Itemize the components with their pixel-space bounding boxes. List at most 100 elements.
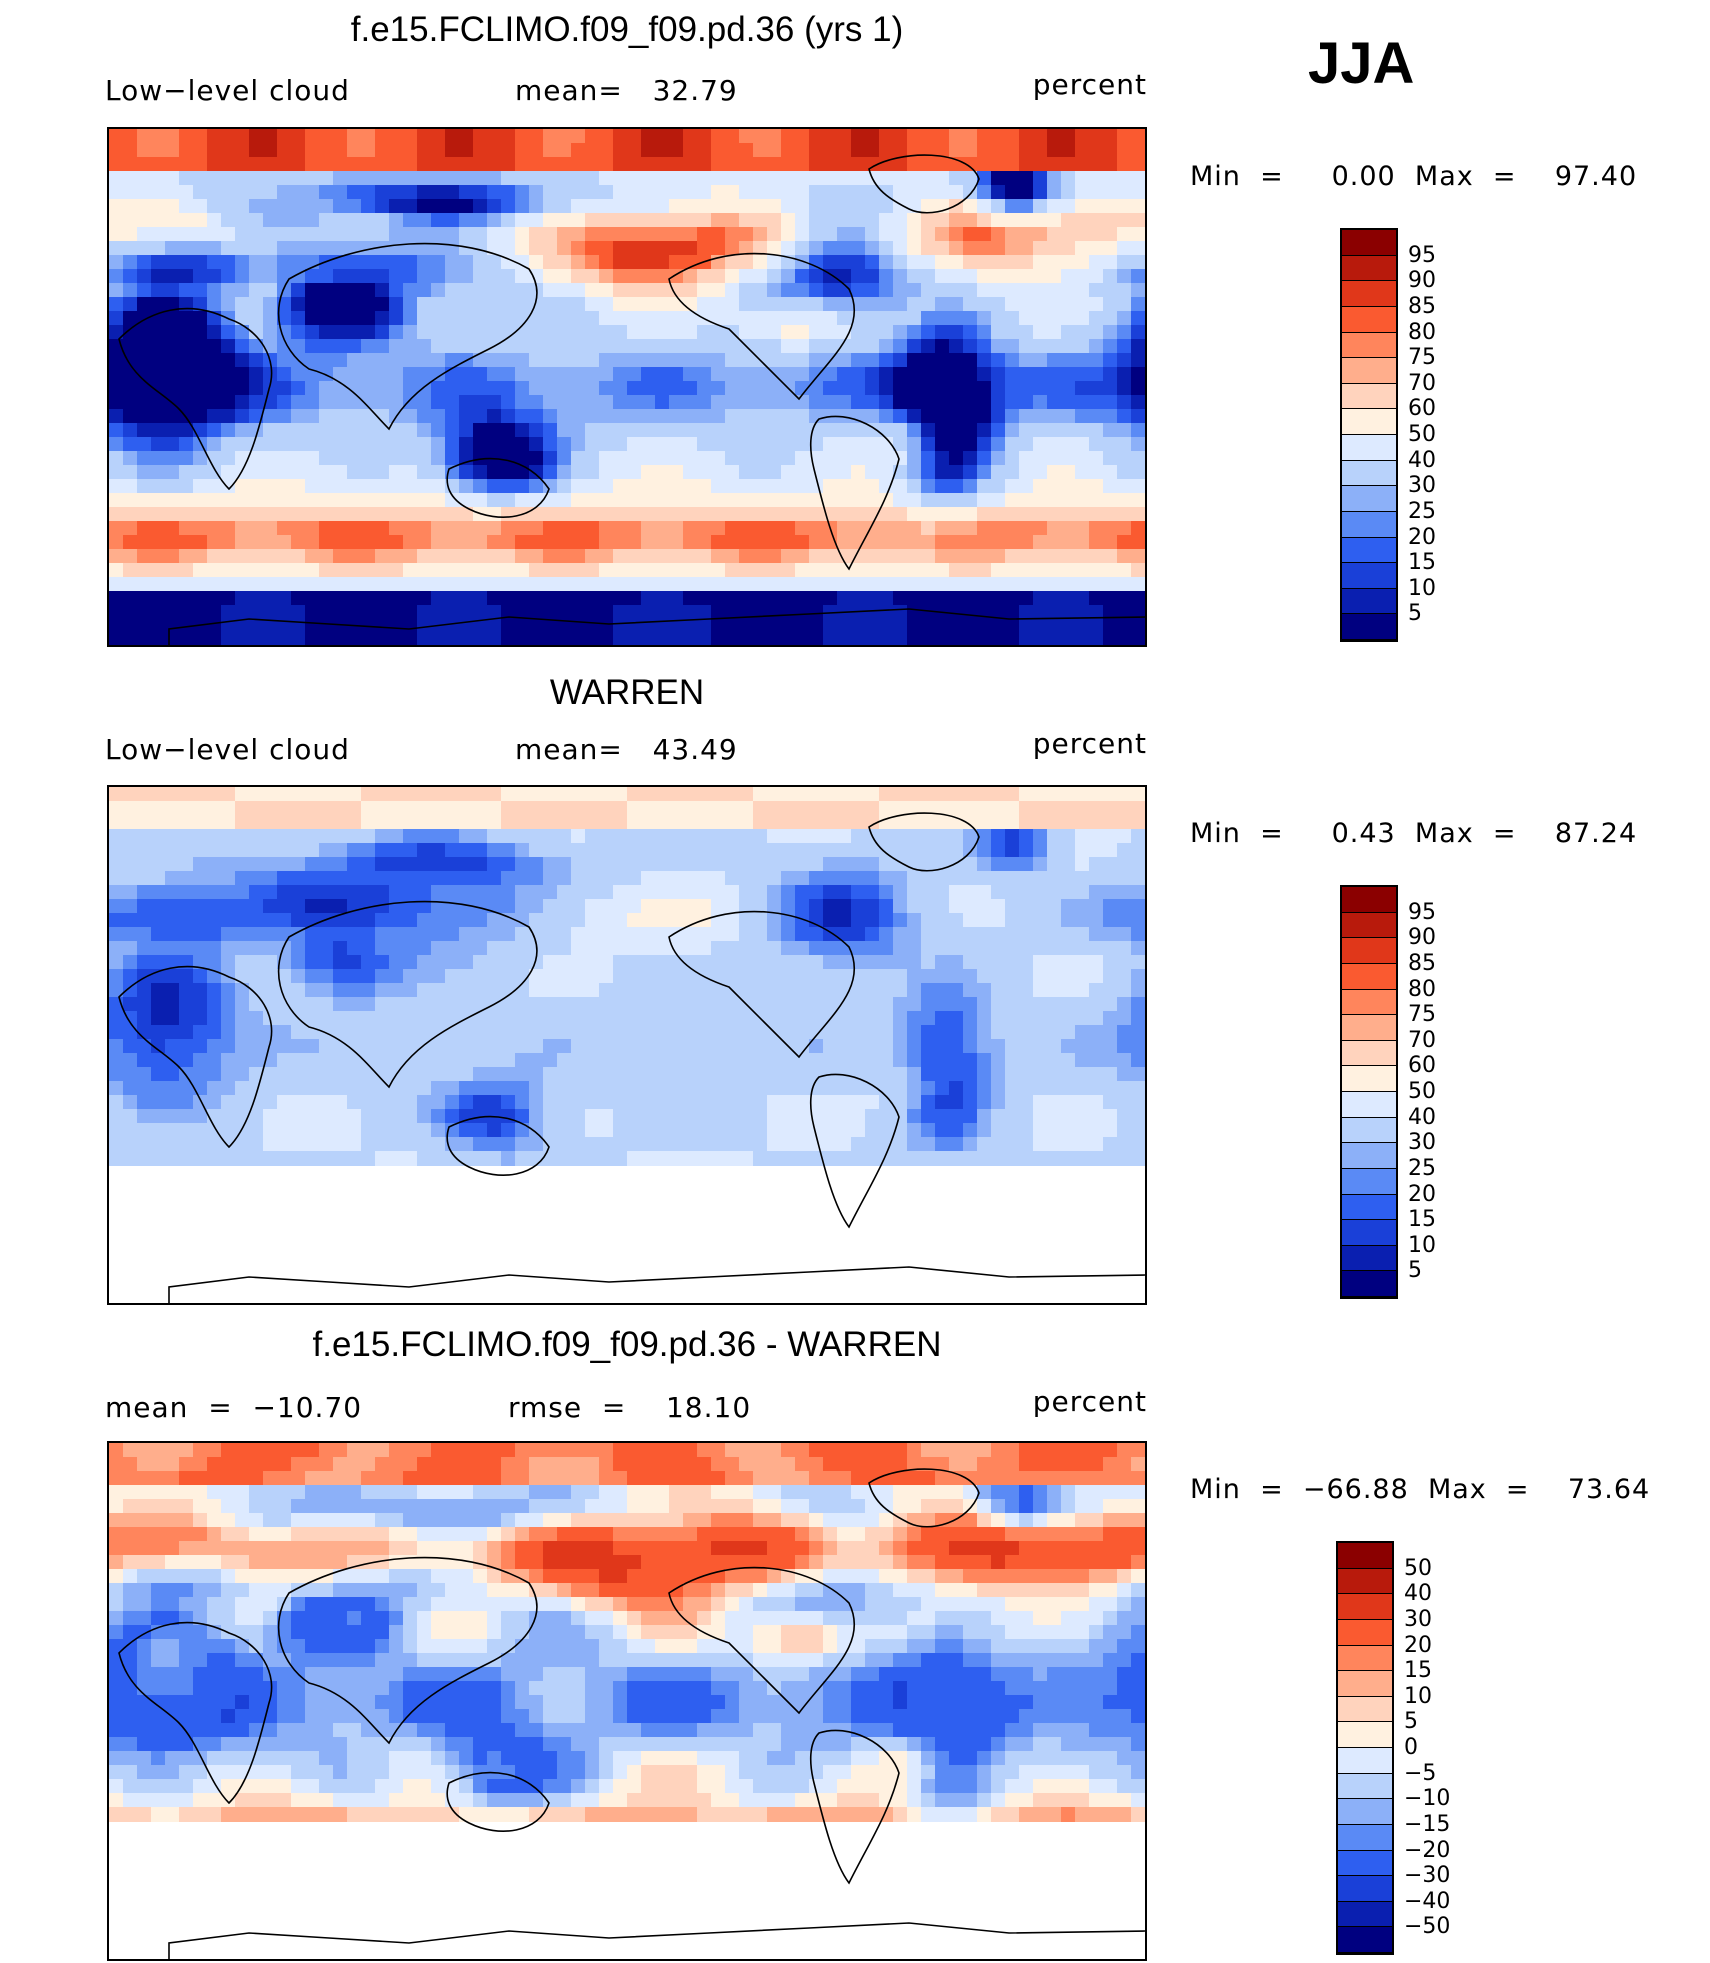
field-cell xyxy=(837,563,852,578)
field-cell xyxy=(557,1443,572,1458)
field-cell xyxy=(263,605,278,620)
field-cell xyxy=(1089,591,1104,606)
field-cell xyxy=(235,1151,250,1166)
field-cell xyxy=(515,241,530,256)
field-cell xyxy=(949,1137,964,1152)
field-cell xyxy=(599,843,614,858)
field-cell xyxy=(767,549,782,564)
field-cell xyxy=(473,1151,488,1166)
field-cell xyxy=(823,1151,838,1166)
field-cell xyxy=(109,1053,124,1068)
field-cell xyxy=(1117,619,1132,634)
field-cell xyxy=(109,955,124,970)
field-cell xyxy=(1103,563,1118,578)
field-cell xyxy=(977,633,992,645)
field-cell xyxy=(375,1151,390,1166)
field-cell xyxy=(1033,437,1048,452)
field-cell xyxy=(865,325,880,340)
field-cell xyxy=(557,227,572,242)
field-cell xyxy=(711,367,726,382)
field-cell xyxy=(697,423,712,438)
field-cell xyxy=(1131,1011,1145,1026)
field-cell xyxy=(501,451,516,466)
field-cell xyxy=(235,381,250,396)
field-cell xyxy=(725,591,740,606)
field-cell xyxy=(445,927,460,942)
field-cell xyxy=(851,269,866,284)
field-cell xyxy=(893,157,908,172)
field-cell xyxy=(501,1443,516,1458)
field-cell xyxy=(543,479,558,494)
field-cell xyxy=(179,1123,194,1138)
field-cell xyxy=(431,815,446,830)
field-cell xyxy=(193,507,208,522)
field-cell xyxy=(781,955,796,970)
field-cell xyxy=(459,1039,474,1054)
field-cell xyxy=(907,241,922,256)
field-cell xyxy=(753,255,768,270)
field-cell xyxy=(613,493,628,508)
field-cell xyxy=(529,129,544,144)
field-cell xyxy=(879,199,894,214)
field-cell xyxy=(599,493,614,508)
field-cell xyxy=(613,157,628,172)
field-cell xyxy=(627,367,642,382)
field-cell xyxy=(991,409,1006,424)
field-cell xyxy=(347,409,362,424)
field-cell xyxy=(767,633,782,645)
field-cell xyxy=(137,185,152,200)
field-cell xyxy=(655,619,670,634)
field-cell xyxy=(165,591,180,606)
field-cell xyxy=(865,1025,880,1040)
panel3-mean-label: mean = −10.70 xyxy=(105,1391,363,1424)
field-cell xyxy=(1005,941,1020,956)
field-cell xyxy=(1117,353,1132,368)
field-cell xyxy=(347,787,362,802)
field-cell xyxy=(865,199,880,214)
field-cell xyxy=(837,283,852,298)
field-cell xyxy=(851,605,866,620)
field-cell xyxy=(389,157,404,172)
field-cell xyxy=(1117,339,1132,354)
field-cell xyxy=(879,1095,894,1110)
field-cell xyxy=(417,1053,432,1068)
field-cell xyxy=(837,479,852,494)
field-cell xyxy=(389,395,404,410)
field-cell xyxy=(431,1443,446,1458)
field-cell xyxy=(473,269,488,284)
field-cell xyxy=(277,1137,292,1152)
field-cell xyxy=(543,465,558,480)
field-cell xyxy=(739,1025,754,1040)
field-cell xyxy=(263,1457,278,1472)
field-cell xyxy=(683,493,698,508)
field-cell xyxy=(935,129,950,144)
field-cell xyxy=(165,1081,180,1096)
field-cell xyxy=(151,283,166,298)
field-cell xyxy=(151,815,166,830)
field-cell xyxy=(193,325,208,340)
field-cell xyxy=(1117,1025,1132,1040)
field-cell xyxy=(1103,815,1118,830)
field-cell xyxy=(375,969,390,984)
field-cell xyxy=(123,913,138,928)
field-cell xyxy=(655,451,670,466)
field-cell xyxy=(543,367,558,382)
field-cell xyxy=(417,913,432,928)
field-cell xyxy=(221,227,236,242)
field-cell xyxy=(669,1123,684,1138)
field-cell xyxy=(445,899,460,914)
field-cell xyxy=(501,437,516,452)
field-cell xyxy=(1047,129,1062,144)
field-cell xyxy=(641,969,656,984)
field-cell xyxy=(1089,801,1104,816)
field-cell xyxy=(431,507,446,522)
field-cell xyxy=(739,871,754,886)
field-cell xyxy=(109,1443,124,1458)
field-cell xyxy=(1089,941,1104,956)
field-cell xyxy=(613,353,628,368)
field-cell xyxy=(781,325,796,340)
field-cell xyxy=(571,297,586,312)
field-cell xyxy=(347,591,362,606)
field-cell xyxy=(557,787,572,802)
field-cell xyxy=(1117,983,1132,998)
